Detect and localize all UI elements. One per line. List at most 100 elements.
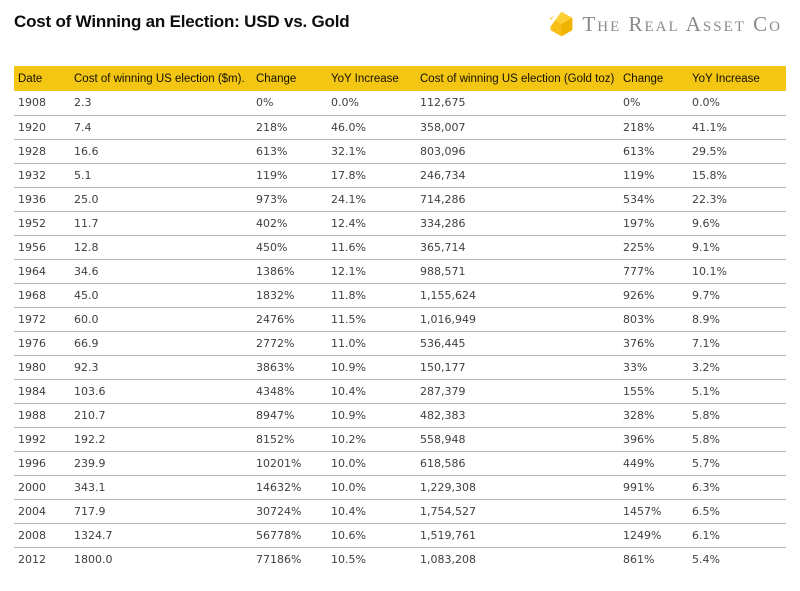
cell-date: 1908 xyxy=(14,91,70,116)
cell-usd-change: 402% xyxy=(252,211,327,236)
cell-usd-change: 4348% xyxy=(252,379,327,404)
cell-usd-yoy: 10.9% xyxy=(327,355,416,380)
cell-usd-change: 2772% xyxy=(252,331,327,356)
cell-date: 1964 xyxy=(14,259,70,284)
table-row: 2000 343.1 14632% 10.0% 1,229,308 991% 6… xyxy=(14,475,786,500)
cell-date: 1968 xyxy=(14,283,70,308)
cell-gold-yoy: 9.1% xyxy=(688,235,786,260)
cell-gold-yoy: 6.5% xyxy=(688,499,786,524)
cell-gold-cost: 1,083,208 xyxy=(420,552,476,566)
cell-gold-cost: 1,519,761 xyxy=(416,523,619,548)
cell-gold-yoy: 9.6% xyxy=(688,211,786,236)
cell-gold-change: 926% xyxy=(619,283,688,308)
cell-gold-yoy: 6.1% xyxy=(688,523,786,548)
cell-usd-change: 1832% xyxy=(252,283,327,308)
cell-gold-yoy: 3.2% xyxy=(688,355,786,380)
cell-date: 2000 xyxy=(14,475,70,500)
cell-usd-yoy: 10.4% xyxy=(327,379,416,404)
topbar: Cost of Winning an Election: USD vs. Gol… xyxy=(0,0,800,54)
cell-gold-change: 1249% xyxy=(619,523,688,548)
cell-date: 1920 xyxy=(14,115,70,140)
cell-usd-yoy: 24.1% xyxy=(327,187,416,212)
cell-usd-cost: 60.0 xyxy=(70,307,252,332)
cell-gold-change: 376% xyxy=(619,331,688,356)
cell-date: 1932 xyxy=(14,163,70,188)
cell-gold-change: 225% xyxy=(619,235,688,260)
cell-gold-change: 0% xyxy=(619,91,688,116)
cell-date: 1984 xyxy=(14,379,70,404)
cell-usd-yoy: 10.0% xyxy=(327,475,416,500)
cell-usd-change: 450% xyxy=(252,235,327,260)
cell-gold-change: 155% xyxy=(619,379,688,404)
cell-date: 2008 xyxy=(14,523,70,548)
brand-name: The Real Asset Co xyxy=(582,12,782,36)
cell-gold-cost: 1,754,527 xyxy=(416,499,619,524)
cell-usd-cost: 239.9 xyxy=(70,451,252,476)
cell-gold-cost: 1,016,949 xyxy=(416,307,619,332)
cell-usd-yoy: 11.8% xyxy=(327,283,416,308)
table-row: 2012 1800.0 77186% 10.5% 1,083,208 861% … xyxy=(14,547,786,571)
table-row: 1956 12.8 450% 11.6% 365,714 225% 9.1% xyxy=(14,235,786,260)
cell-gold-change: 534% xyxy=(619,187,688,212)
cell-usd-cost: 2.3 xyxy=(70,91,252,116)
cell-gold-cost: 150,177 xyxy=(416,355,619,380)
cell-date: 1996 xyxy=(14,451,70,476)
cell-usd-yoy: 32.1% xyxy=(327,139,416,164)
cell-date: 1976 xyxy=(14,331,70,356)
cell-gold-yoy: 8.9% xyxy=(688,307,786,332)
cell-usd-change: 77186% xyxy=(256,552,302,566)
cell-gold-yoy: 9.7% xyxy=(688,283,786,308)
cell-gold-change: 119% xyxy=(619,163,688,188)
cell-usd-cost: 1800.0 xyxy=(74,552,113,566)
cell-usd-yoy: 12.1% xyxy=(327,259,416,284)
cell-gold-cost: 558,948 xyxy=(416,427,619,452)
col-header-gold-yoy: YoY Increase xyxy=(688,66,786,91)
cell-gold-change: 777% xyxy=(619,259,688,284)
cell-gold-yoy: 15.8% xyxy=(688,163,786,188)
table-row: 1908 2.3 0% 0.0% 112,675 0% 0.0% xyxy=(14,91,786,116)
cell-gold-yoy: 5.8% xyxy=(688,403,786,428)
table-row: 2008 1324.7 56778% 10.6% 1,519,761 1249%… xyxy=(14,523,786,548)
cell-gold-change: 33% xyxy=(619,355,688,380)
cell-gold-cost: 334,286 xyxy=(416,211,619,236)
col-header-usd-change: Change xyxy=(252,66,327,91)
cell-usd-change: 0% xyxy=(252,91,327,116)
cell-gold-cost: 482,383 xyxy=(416,403,619,428)
cell-date: 2012 xyxy=(18,552,46,566)
cell-usd-cost: 66.9 xyxy=(70,331,252,356)
cell-gold-cost: 112,675 xyxy=(416,91,619,116)
cell-usd-yoy: 10.0% xyxy=(327,451,416,476)
cell-usd-yoy: 11.0% xyxy=(327,331,416,356)
cell-usd-yoy: 10.6% xyxy=(327,523,416,548)
cell-gold-cost: 358,007 xyxy=(416,115,619,140)
table-row: 1984 103.6 4348% 10.4% 287,379 155% 5.1% xyxy=(14,379,786,404)
cell-gold-change: 396% xyxy=(619,427,688,452)
table-row: 1980 92.3 3863% 10.9% 150,177 33% 3.2% xyxy=(14,355,786,380)
cell-gold-yoy: 5.8% xyxy=(688,427,786,452)
cell-gold-change: 861% xyxy=(623,552,655,566)
cell-date: 1972 xyxy=(14,307,70,332)
cell-gold-yoy: 41.1% xyxy=(688,115,786,140)
cell-gold-cost: 618,586 xyxy=(416,451,619,476)
cell-gold-cost: 714,286 xyxy=(416,187,619,212)
cell-gold-cost: 287,379 xyxy=(416,379,619,404)
cell-usd-cost: 45.0 xyxy=(70,283,252,308)
cell-usd-change: 8947% xyxy=(252,403,327,428)
table-row: 1928 16.6 613% 32.1% 803,096 613% 29.5% xyxy=(14,139,786,164)
cell-gold-change: 197% xyxy=(619,211,688,236)
gold-cube-icon xyxy=(548,10,573,37)
cell-usd-change: 30724% xyxy=(252,499,327,524)
cell-usd-change: 14632% xyxy=(252,475,327,500)
cell-gold-yoy: 7.1% xyxy=(688,331,786,356)
table-row: 1988 210.7 8947% 10.9% 482,383 328% 5.8% xyxy=(14,403,786,428)
cell-usd-cost: 5.1 xyxy=(70,163,252,188)
col-header-usd-yoy: YoY Increase xyxy=(327,66,416,91)
table-row: 1976 66.9 2772% 11.0% 536,445 376% 7.1% xyxy=(14,331,786,356)
cell-gold-cost: 1,229,308 xyxy=(416,475,619,500)
cell-usd-yoy: 10.9% xyxy=(327,403,416,428)
table-row: 1992 192.2 8152% 10.2% 558,948 396% 5.8% xyxy=(14,427,786,452)
cell-usd-change: 119% xyxy=(252,163,327,188)
table-row: 2004 717.9 30724% 10.4% 1,754,527 1457% … xyxy=(14,499,786,524)
table-row: 1936 25.0 973% 24.1% 714,286 534% 22.3% xyxy=(14,187,786,212)
cell-usd-change: 3863% xyxy=(252,355,327,380)
